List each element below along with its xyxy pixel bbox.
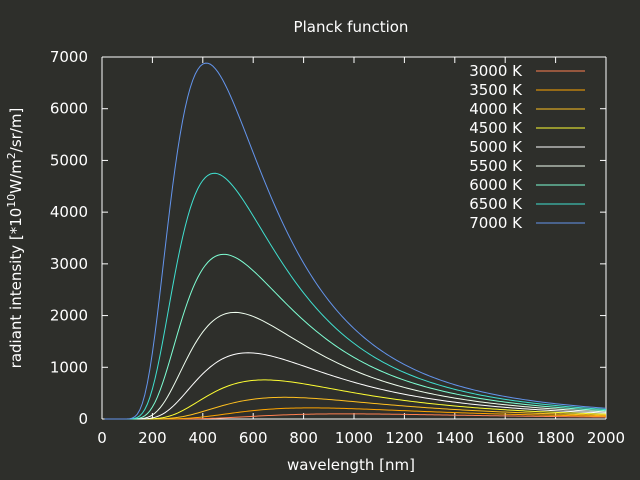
legend-label-3000k: 3000 K [469, 62, 523, 80]
y-tick-label: 0 [78, 410, 88, 428]
series-line-7000k [104, 62, 607, 420]
x-tick-label: 600 [239, 429, 268, 447]
legend-label-5000k: 5000 K [469, 138, 523, 156]
axis-ticks: 0 200 400 600 800 1000 1200 1400 1600 1800 2000 0 10… [50, 48, 625, 447]
y-tick-label: 1000 [50, 358, 88, 376]
legend-label-3500k: 3500 K [469, 81, 523, 99]
y-axis-title-exp1: 10 [5, 194, 18, 208]
series-line-3000k [104, 413, 607, 420]
series-line-6000k [104, 253, 607, 420]
legend-label-6500k: 6500 K [469, 195, 523, 213]
y-tick-label: 2000 [50, 307, 88, 325]
x-tick-label: 1800 [537, 429, 575, 447]
x-tick-label: 0 [97, 429, 107, 447]
series-line-5000k [104, 352, 607, 420]
series-line-4500k [104, 379, 607, 420]
chart-title: Planck function [294, 18, 409, 36]
y-tick-label: 7000 [50, 48, 88, 66]
y-axis-title-mid: W/m [7, 159, 25, 194]
series-line-3500k [104, 407, 607, 420]
x-tick-label: 800 [289, 429, 318, 447]
x-tick-label: 1200 [385, 429, 423, 447]
x-tick-label: 200 [138, 429, 167, 447]
x-tick-label: 1600 [486, 429, 524, 447]
x-tick-label: 2000 [587, 429, 625, 447]
y-tick-label: 4000 [50, 203, 88, 221]
series-line-6500k [104, 172, 607, 420]
x-tick-label: 1400 [436, 429, 474, 447]
y-tick-label: 6000 [50, 100, 88, 118]
x-axis-title: wavelength [nm] [287, 456, 415, 474]
legend-label-7000k: 7000 K [469, 214, 523, 232]
y-axis-title-exp2: 2 [5, 152, 18, 159]
y-axis-title-suffix: /sr/m] [7, 108, 25, 153]
legend-label-4500k: 4500 K [469, 119, 523, 137]
legend-label-5500k: 5500 K [469, 157, 523, 175]
x-tick-label: 1000 [335, 429, 373, 447]
legend-label-4000k: 4000 K [469, 100, 523, 118]
series-lines [104, 62, 607, 420]
series-line-4000k [104, 396, 607, 420]
y-axis-title: radiant intensity [*1010W/m2/sr/m] [5, 108, 25, 369]
y-tick-label: 5000 [50, 151, 88, 169]
legend-label-6000k: 6000 K [469, 176, 523, 194]
x-tick-label: 400 [188, 429, 217, 447]
y-axis-title-prefix: radiant intensity [*10 [7, 208, 25, 369]
y-tick-label: 3000 [50, 255, 88, 273]
series-line-5500k [104, 311, 607, 420]
plot-frame [101, 56, 607, 420]
